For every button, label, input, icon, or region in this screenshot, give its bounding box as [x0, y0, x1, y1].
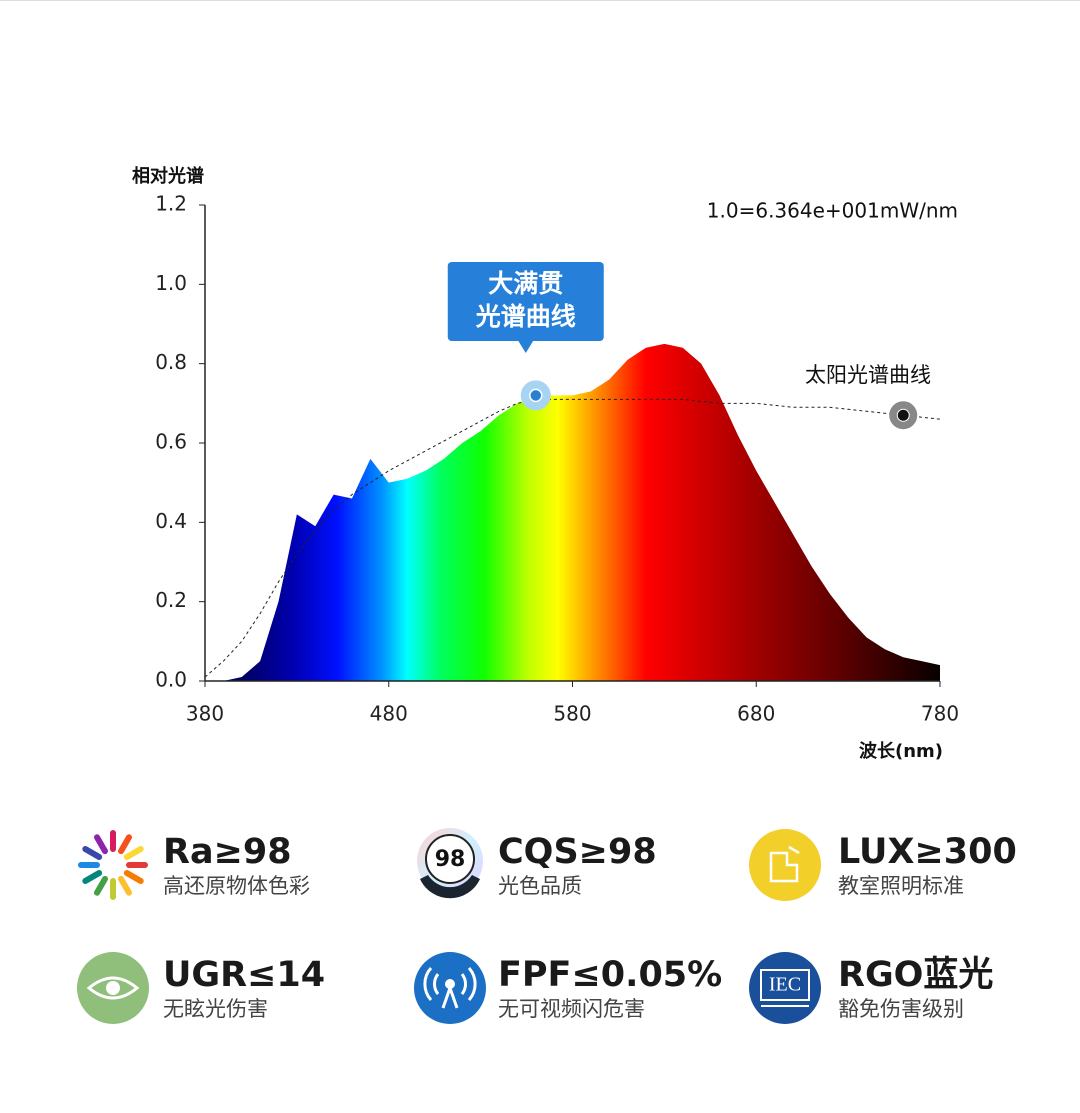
icon-core: [425, 834, 475, 884]
x-tick-label: 780: [921, 702, 959, 726]
icon-eye: [86, 976, 140, 1000]
callout-text: 大满贯: [488, 269, 563, 298]
icon-frame: [760, 969, 810, 1001]
y-axis-label: 相对光谱: [132, 165, 204, 187]
icon-ray: [82, 846, 103, 860]
y-tick-label: 0.2: [155, 588, 187, 612]
icon-ray: [94, 834, 108, 855]
feature-subtitle: 无可视频闪危害: [498, 997, 645, 1021]
icon-glyph: [769, 845, 800, 883]
x-tick-label: 380: [186, 702, 224, 726]
feature-title: FPF≤0.05%: [498, 955, 722, 995]
feature-title: LUX≥300: [838, 832, 1017, 872]
icon-ray: [123, 870, 144, 884]
icon-waves: [423, 967, 477, 1009]
icon-circle: [749, 829, 821, 901]
callout-box: [447, 262, 604, 341]
icon-ray: [94, 875, 108, 896]
icon-badge: IEC: [769, 974, 801, 996]
icon-dot: [445, 979, 455, 989]
feature-title: CQS≥98: [498, 832, 657, 872]
feature-subtitle: 教室照明标准: [838, 874, 964, 898]
feature-title: Ra≥98: [163, 832, 292, 872]
sun-marker-dot: [896, 408, 910, 422]
x-tick-label: 480: [370, 702, 408, 726]
icon-ray: [118, 875, 132, 896]
icon-pupil: [106, 981, 120, 995]
y-tick-label: 0.4: [155, 509, 187, 533]
feature-title: RGO蓝光: [838, 955, 993, 995]
led-marker-dot: [529, 388, 543, 403]
feature-item: FPF≤0.05%无可视频闪危害: [414, 952, 722, 1024]
y-tick-label: 1.2: [155, 192, 187, 216]
y-tick-label: 0.0: [155, 668, 187, 692]
callout-text: 光谱曲线: [475, 302, 576, 331]
sun-curve-label: 太阳光谱曲线: [805, 363, 931, 387]
icon-ray: [118, 834, 132, 855]
x-tick-label: 680: [737, 702, 775, 726]
spectrum-area: [205, 343, 940, 681]
x-axis-label: 波长(nm): [859, 740, 943, 762]
y-tick-label: 0.6: [155, 430, 187, 454]
callout-pointer: [517, 340, 534, 353]
feature-subtitle: 光色品质: [498, 874, 582, 898]
icon-ray: [82, 870, 103, 884]
feature-subtitle: 无眩光伤害: [163, 997, 268, 1021]
y-tick-label: 0.8: [155, 350, 187, 374]
plot: 0.0 0.2 0.4 0.6 0.8 1.0 1.2 380 480 580 680 780 太阳光谱…: [155, 192, 959, 726]
icon-badge: 98: [435, 847, 466, 872]
x-tick-label: 580: [553, 702, 591, 726]
feature-title: UGR≤14: [163, 955, 325, 995]
feature-subtitle: 豁免伤害级别: [838, 997, 964, 1021]
icon-ray: [123, 846, 144, 860]
sun-curve: [204, 398, 941, 678]
icon-base: [420, 875, 480, 899]
feature-subtitle: 高还原物体色彩: [163, 874, 310, 898]
unit-note: 1.0=6.364e+001mW/nm: [707, 199, 958, 223]
y-tick-label: 1.0: [155, 271, 187, 295]
